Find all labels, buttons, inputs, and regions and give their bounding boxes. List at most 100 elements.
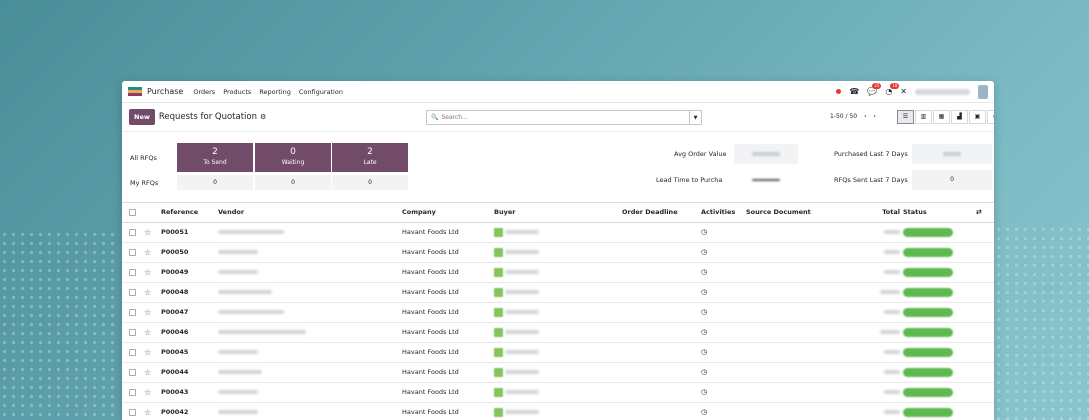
row-reference[interactable]: P00048	[161, 282, 218, 303]
menu-products[interactable]: Products	[223, 87, 252, 96]
pivot-view-icon[interactable]: ▦	[933, 110, 950, 124]
row-reference[interactable]: P00044	[161, 362, 218, 383]
pager-value[interactable]: 1-50 / 50	[830, 113, 858, 120]
my-waiting[interactable]: 0	[255, 175, 331, 190]
table-row[interactable]: ☆ P00043 Havant Foods Ltd ◷	[122, 382, 994, 403]
col-order-deadline[interactable]: Order Deadline	[622, 203, 701, 223]
table-row[interactable]: ☆ P00048 Havant Foods Ltd ◷	[122, 282, 994, 303]
row-checkbox[interactable]	[129, 388, 136, 396]
row-reference[interactable]: P00049	[161, 262, 218, 283]
row-vendor-blurred	[218, 302, 402, 323]
tools-icon[interactable]: ✕	[900, 87, 907, 96]
user-avatar[interactable]	[978, 84, 988, 99]
chevron-left-icon[interactable]: ‹	[864, 113, 867, 120]
star-icon[interactable]: ☆	[144, 287, 152, 297]
table-row[interactable]: ☆ P00045 Havant Foods Ltd ◷	[122, 342, 994, 363]
purchase-app-icon[interactable]	[128, 87, 142, 96]
row-spacer	[976, 242, 994, 263]
tile-late[interactable]: 2 Late	[332, 143, 408, 172]
my-late[interactable]: 0	[332, 175, 408, 190]
search-input[interactable]	[441, 114, 689, 121]
col-vendor[interactable]: Vendor	[218, 203, 402, 223]
my-rfqs-label: My RFQs	[130, 179, 159, 187]
graph-view-icon[interactable]: ▟	[951, 110, 968, 124]
row-checkbox[interactable]	[129, 408, 136, 416]
activity-clock-icon[interactable]: ◔ 18	[885, 83, 900, 96]
table-row[interactable]: ☆ P00046 Havant Foods Ltd ◷	[122, 322, 994, 343]
row-checkbox[interactable]	[129, 348, 136, 356]
new-button[interactable]: New	[129, 109, 155, 125]
tile-waiting[interactable]: 0 Waiting	[255, 143, 331, 172]
row-activities: ◷	[701, 242, 746, 263]
star-icon[interactable]: ☆	[144, 307, 152, 317]
col-status[interactable]: Status	[900, 203, 976, 223]
star-icon[interactable]: ☆	[144, 407, 152, 417]
star-icon[interactable]: ☆	[144, 267, 152, 277]
row-checkbox[interactable]	[129, 268, 136, 276]
activity-clock-icon[interactable]: ◷	[701, 408, 708, 416]
activity-clock-icon[interactable]: ◷	[701, 228, 708, 236]
row-reference[interactable]: P00050	[161, 242, 218, 263]
tile-to-send[interactable]: 2 To Send	[177, 143, 253, 172]
chat-icon[interactable]: 💬 25	[867, 83, 882, 96]
col-reference[interactable]: Reference	[161, 203, 218, 223]
phone-icon[interactable]: ☎	[849, 87, 860, 96]
gear-icon[interactable]: ⚙	[260, 113, 267, 121]
activity-view-icon[interactable]: ◷	[987, 110, 994, 124]
row-checkbox[interactable]	[129, 248, 136, 256]
row-checkbox[interactable]	[129, 288, 136, 296]
col-buyer[interactable]: Buyer	[494, 203, 622, 223]
kanban-view-icon[interactable]: ▥	[915, 110, 932, 124]
star-icon[interactable]: ☆	[144, 347, 152, 357]
star-icon[interactable]: ☆	[144, 247, 152, 257]
table-row[interactable]: ☆ P00042 Havant Foods Ltd ◷	[122, 402, 994, 420]
menu-orders[interactable]: Orders	[193, 87, 216, 96]
table-row[interactable]: ☆ P00049 Havant Foods Ltd ◷	[122, 262, 994, 283]
row-reference[interactable]: P00047	[161, 302, 218, 323]
row-reference[interactable]: P00046	[161, 322, 218, 343]
col-activities[interactable]: Activities	[701, 203, 746, 223]
star-icon[interactable]: ☆	[144, 227, 152, 237]
search-dropdown-toggle[interactable]: ▼	[689, 111, 701, 124]
row-checkbox[interactable]	[129, 308, 136, 316]
activity-clock-icon[interactable]: ◷	[701, 368, 708, 376]
star-icon[interactable]: ☆	[144, 387, 152, 397]
menu-reporting[interactable]: Reporting	[259, 87, 291, 96]
row-spacer	[976, 282, 994, 303]
select-all-checkbox[interactable]	[129, 208, 136, 216]
activity-clock-icon[interactable]: ◷	[701, 308, 708, 316]
row-buyer-blurred	[494, 302, 622, 323]
row-checkbox[interactable]	[129, 368, 136, 376]
column-settings-icon[interactable]: ⇄	[976, 203, 994, 223]
table-row[interactable]: ☆ P00051 Havant Foods Ltd ◷	[122, 222, 994, 243]
activity-clock-icon[interactable]: ◷	[701, 388, 708, 396]
table-row[interactable]: ☆ P00047 Havant Foods Ltd ◷	[122, 302, 994, 323]
calendar-view-icon[interactable]: ▣	[969, 110, 986, 124]
col-source-document[interactable]: Source Document	[746, 203, 842, 223]
activity-clock-icon[interactable]: ◷	[701, 348, 708, 356]
star-icon[interactable]: ☆	[144, 327, 152, 337]
row-reference[interactable]: P00042	[161, 402, 218, 420]
company-name-blurred[interactable]	[915, 88, 970, 95]
activity-clock-icon[interactable]: ◷	[701, 248, 708, 256]
row-reference[interactable]: P00043	[161, 382, 218, 403]
row-checkbox[interactable]	[129, 228, 136, 236]
col-total[interactable]: Total	[842, 203, 900, 223]
activity-clock-icon[interactable]: ◷	[701, 328, 708, 336]
row-checkbox[interactable]	[129, 328, 136, 336]
row-reference[interactable]: P00051	[161, 222, 218, 243]
activity-clock-icon[interactable]: ◷	[701, 268, 708, 276]
my-to-send[interactable]: 0	[177, 175, 253, 190]
activity-clock-icon[interactable]: ◷	[701, 288, 708, 296]
col-company[interactable]: Company	[402, 203, 494, 223]
app-name[interactable]: Purchase	[147, 87, 184, 96]
row-company: Havant Foods Ltd	[402, 402, 494, 420]
table-row[interactable]: ☆ P00044 Havant Foods Ltd ◷	[122, 362, 994, 383]
star-icon[interactable]: ☆	[144, 367, 152, 377]
row-reference[interactable]: P00045	[161, 342, 218, 363]
list-view-icon[interactable]: ☰	[897, 110, 914, 124]
table-row[interactable]: ☆ P00050 Havant Foods Ltd ◷	[122, 242, 994, 263]
status-dot-icon[interactable]	[836, 89, 842, 94]
chevron-right-icon[interactable]: ›	[873, 113, 876, 120]
menu-configuration[interactable]: Configuration	[298, 87, 343, 96]
